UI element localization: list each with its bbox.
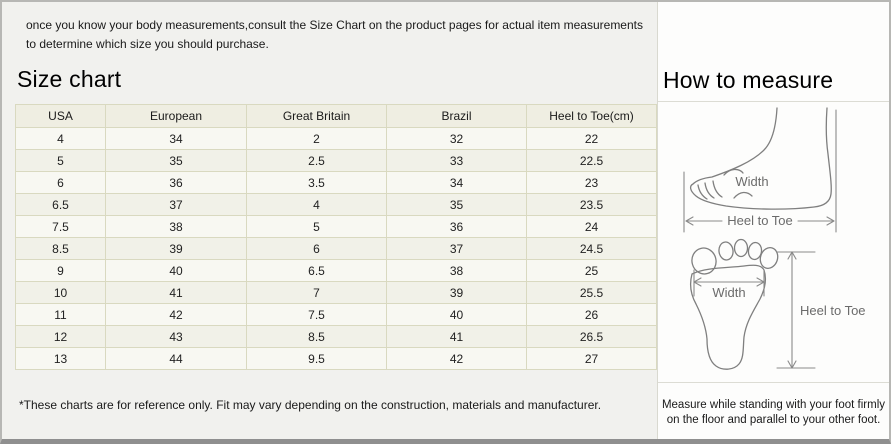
table-cell: 27 bbox=[526, 347, 657, 370]
foot-print-diagram: Width Heel to Toe bbox=[689, 238, 866, 370]
column-header: USA bbox=[15, 104, 106, 128]
table-cell: 22.5 bbox=[526, 149, 657, 172]
table-cell: 6.5 bbox=[15, 193, 106, 216]
table-cell: 34 bbox=[105, 127, 247, 150]
table-cell: 41 bbox=[386, 325, 527, 348]
table-cell: 2.5 bbox=[246, 149, 387, 172]
table-cell: 42 bbox=[386, 347, 527, 370]
measure-note: Measure while standing with your foot fi… bbox=[661, 399, 886, 426]
side-heel-to-toe-label: Heel to Toe bbox=[727, 213, 793, 228]
table-row: 9 40 6.5 38 25 bbox=[15, 259, 657, 282]
side-width-label: Width bbox=[735, 174, 768, 189]
table-cell: 25.5 bbox=[526, 281, 657, 304]
how-to-measure-header: How to measure bbox=[658, 2, 889, 102]
print-heel-to-toe-label: Heel to Toe bbox=[800, 303, 866, 318]
column-header: Brazil bbox=[386, 104, 527, 128]
how-to-measure-section: How to measure Width Heel to Toe bbox=[657, 2, 889, 439]
table-cell: 3.5 bbox=[246, 171, 387, 194]
table-cell: 13 bbox=[15, 347, 106, 370]
footnote-text: *These charts are for reference only. Fi… bbox=[19, 398, 602, 412]
table-cell: 10 bbox=[15, 281, 106, 304]
table-row: 11 42 7.5 40 26 bbox=[15, 303, 657, 326]
table-cell: 5 bbox=[15, 149, 106, 172]
table-cell: 33 bbox=[386, 149, 527, 172]
table-cell: 24 bbox=[526, 215, 657, 238]
table-cell: 7 bbox=[246, 281, 387, 304]
table-cell: 12 bbox=[15, 325, 106, 348]
table-cell: 22 bbox=[526, 127, 657, 150]
table-cell: 4 bbox=[246, 193, 387, 216]
table-cell: 43 bbox=[105, 325, 247, 348]
table-cell: 26.5 bbox=[526, 325, 657, 348]
table-cell: 23 bbox=[526, 171, 657, 194]
table-cell: 37 bbox=[105, 193, 247, 216]
column-header: European bbox=[105, 104, 247, 128]
table-cell: 35 bbox=[105, 149, 247, 172]
table-row: 5 35 2.5 33 22.5 bbox=[15, 149, 657, 172]
table-cell: 35 bbox=[386, 193, 527, 216]
table-cell: 2 bbox=[246, 127, 387, 150]
table-cell: 38 bbox=[386, 259, 527, 282]
table-cell: 40 bbox=[105, 259, 247, 282]
table-cell: 36 bbox=[386, 215, 527, 238]
table-row: 12 43 8.5 41 26.5 bbox=[15, 325, 657, 348]
table-cell: 5 bbox=[246, 215, 387, 238]
table-cell: 6 bbox=[15, 171, 106, 194]
table-cell: 8.5 bbox=[15, 237, 106, 260]
table-cell: 24.5 bbox=[526, 237, 657, 260]
table-cell: 44 bbox=[105, 347, 247, 370]
table-cell: 6.5 bbox=[246, 259, 387, 282]
size-table-body: 4 34 2 32 22 5 35 2.5 33 22.5 6 36 3.5 34 23 6.5 37 4 35 23… bbox=[15, 127, 657, 370]
table-cell: 38 bbox=[105, 215, 247, 238]
table-header-row: USA European Great Britain Brazil Heel to To… bbox=[15, 104, 657, 128]
table-row: 8.5 39 6 37 24.5 bbox=[15, 237, 657, 260]
table-cell: 32 bbox=[386, 127, 527, 150]
table-row: 4 34 2 32 22 bbox=[15, 127, 657, 150]
table-cell: 9 bbox=[15, 259, 106, 282]
intro-text: once you know your body measurements,con… bbox=[26, 18, 643, 51]
measure-diagrams: Width Heel to Toe bbox=[658, 102, 889, 383]
table-row: 6.5 37 4 35 23.5 bbox=[15, 193, 657, 216]
size-chart-title: Size chart bbox=[17, 66, 122, 92]
table-cell: 23.5 bbox=[526, 193, 657, 216]
how-to-measure-title: How to measure bbox=[663, 67, 834, 93]
table-row: 13 44 9.5 42 27 bbox=[15, 347, 657, 370]
table-cell: 39 bbox=[386, 281, 527, 304]
table-row: 10 41 7 39 25.5 bbox=[15, 281, 657, 304]
table-cell: 11 bbox=[15, 303, 106, 326]
column-header: Great Britain bbox=[246, 104, 387, 128]
table-cell: 41 bbox=[105, 281, 247, 304]
table-cell: 26 bbox=[526, 303, 657, 326]
table-cell: 25 bbox=[526, 259, 657, 282]
table-cell: 39 bbox=[105, 237, 247, 260]
print-width-label: Width bbox=[712, 285, 745, 300]
foot-side-view-diagram: Width Heel to Toe bbox=[682, 107, 837, 233]
table-cell: 8.5 bbox=[246, 325, 387, 348]
size-chart-table: USA European Great Britain Brazil Heel to To… bbox=[15, 104, 657, 370]
table-cell: 6 bbox=[246, 237, 387, 260]
table-cell: 9.5 bbox=[246, 347, 387, 370]
table-cell: 7.5 bbox=[15, 215, 106, 238]
table-cell: 34 bbox=[386, 171, 527, 194]
table-cell: 40 bbox=[386, 303, 527, 326]
table-cell: 42 bbox=[105, 303, 247, 326]
table-cell: 37 bbox=[386, 237, 527, 260]
column-header: Heel to Toe(cm) bbox=[526, 104, 657, 128]
table-row: 7.5 38 5 36 24 bbox=[15, 215, 657, 238]
table-cell: 4 bbox=[15, 127, 106, 150]
table-cell: 36 bbox=[105, 171, 247, 194]
table-row: 6 36 3.5 34 23 bbox=[15, 171, 657, 194]
table-cell: 7.5 bbox=[246, 303, 387, 326]
